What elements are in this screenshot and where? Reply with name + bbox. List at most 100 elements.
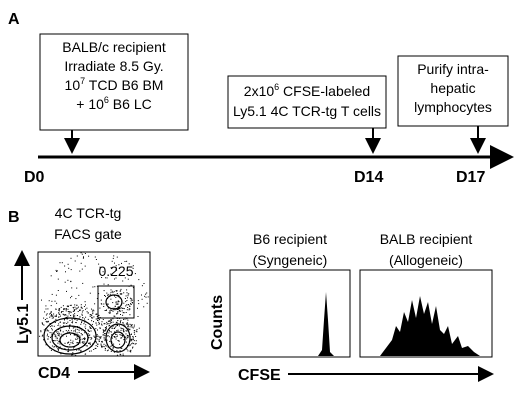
- event-dot: [119, 307, 121, 309]
- event-dot: [101, 340, 103, 342]
- event-dot: [110, 319, 112, 320]
- event-dot: [84, 253, 86, 254]
- event-dot: [43, 324, 45, 326]
- event-dot: [80, 309, 82, 311]
- event-dot: [71, 321, 73, 323]
- event-dot: [129, 297, 131, 299]
- event-dot: [82, 257, 84, 259]
- event-dot: [54, 315, 56, 317]
- event-dot: [64, 348, 66, 350]
- event-dot: [115, 265, 117, 267]
- event-dot: [56, 270, 57, 272]
- event-dot: [122, 322, 124, 324]
- event-dot: [94, 256, 96, 258]
- event-dot: [50, 311, 52, 313]
- event-dot: [49, 316, 51, 318]
- event-dot: [64, 314, 66, 316]
- event-dot: [46, 335, 48, 337]
- event-dot: [120, 290, 122, 292]
- event-dot: [40, 331, 42, 333]
- event-dot: [54, 300, 56, 302]
- event-dot: [62, 335, 64, 337]
- event-dot: [104, 323, 106, 325]
- event-dot: [59, 314, 61, 315]
- event-dot: [48, 336, 50, 338]
- event-dot: [117, 325, 118, 326]
- event-dot: [58, 313, 60, 315]
- event-dot: [123, 292, 125, 294]
- event-dot: [91, 323, 93, 325]
- event-dot: [70, 304, 72, 306]
- event-dot: [128, 293, 130, 295]
- event-dot: [130, 300, 132, 302]
- step-text: Purify intra-: [417, 61, 489, 77]
- event-dot: [50, 312, 52, 314]
- event-dot: [71, 295, 73, 297]
- event-dot: [92, 317, 94, 319]
- event-dot: [126, 318, 128, 320]
- contour: [51, 325, 89, 351]
- event-dot: [146, 302, 148, 304]
- event-dot: [55, 334, 57, 336]
- event-dot: [77, 307, 79, 309]
- event-dot: [113, 328, 115, 329]
- event-dot: [120, 347, 122, 349]
- event-dot: [57, 342, 59, 344]
- event-dot: [69, 327, 70, 329]
- event-dot: [84, 326, 86, 328]
- text-part: TCD B6 BM: [85, 77, 163, 93]
- event-dot: [93, 321, 94, 323]
- event-dot: [97, 343, 99, 345]
- event-dot: [58, 335, 60, 337]
- event-dot: [55, 294, 57, 296]
- event-dot: [80, 307, 82, 309]
- event-dot: [127, 344, 128, 346]
- event-dot: [110, 350, 112, 352]
- event-dot: [46, 321, 48, 323]
- event-dot: [121, 328, 123, 330]
- event-dot: [131, 340, 133, 342]
- event-dot: [41, 322, 43, 324]
- text-part: CFSE-labeled: [279, 83, 370, 99]
- event-dot: [121, 307, 123, 309]
- event-dot: [72, 354, 74, 356]
- event-dot: [81, 253, 83, 255]
- event-dot: [137, 300, 139, 302]
- event-dot: [126, 335, 128, 336]
- event-dot: [132, 265, 134, 267]
- event-dot: [53, 340, 55, 341]
- event-dot: [126, 260, 128, 262]
- event-dot: [98, 336, 100, 338]
- event-dot: [117, 329, 119, 331]
- event-dot: [51, 329, 53, 331]
- event-dot: [87, 333, 89, 335]
- event-dot: [98, 318, 100, 320]
- event-dot: [84, 318, 85, 320]
- event-dot: [123, 302, 125, 304]
- event-dot: [58, 310, 60, 312]
- event-dot: [89, 344, 91, 346]
- event-dot: [54, 340, 56, 342]
- event-dot: [103, 343, 105, 345]
- event-dot: [88, 336, 90, 338]
- event-dot: [115, 303, 117, 305]
- event-dot: [107, 335, 109, 337]
- event-dot: [122, 329, 124, 331]
- event-dot: [103, 303, 105, 305]
- event-dot: [59, 262, 61, 264]
- superscript: 7: [80, 76, 85, 86]
- event-dot: [80, 349, 82, 351]
- event-dot: [103, 290, 105, 292]
- event-dot: [117, 311, 119, 313]
- event-dot: [89, 326, 91, 328]
- event-dot: [89, 327, 91, 329]
- event-dot: [144, 295, 146, 297]
- event-dot: [66, 290, 67, 292]
- event-dot: [92, 312, 94, 314]
- event-dot: [99, 336, 101, 338]
- event-dot: [67, 318, 68, 320]
- text-part: 2x10: [244, 83, 275, 99]
- event-dot: [127, 337, 129, 339]
- event-dot: [96, 316, 98, 317]
- event-dot: [106, 323, 108, 325]
